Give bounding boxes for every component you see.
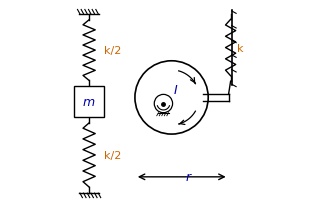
Text: m: m xyxy=(83,95,95,109)
Text: k: k xyxy=(237,43,243,53)
Text: r: r xyxy=(185,171,190,183)
Text: k/2: k/2 xyxy=(105,150,122,160)
Text: k/2: k/2 xyxy=(105,46,122,56)
Bar xyxy=(74,87,105,117)
Text: I: I xyxy=(174,83,178,96)
